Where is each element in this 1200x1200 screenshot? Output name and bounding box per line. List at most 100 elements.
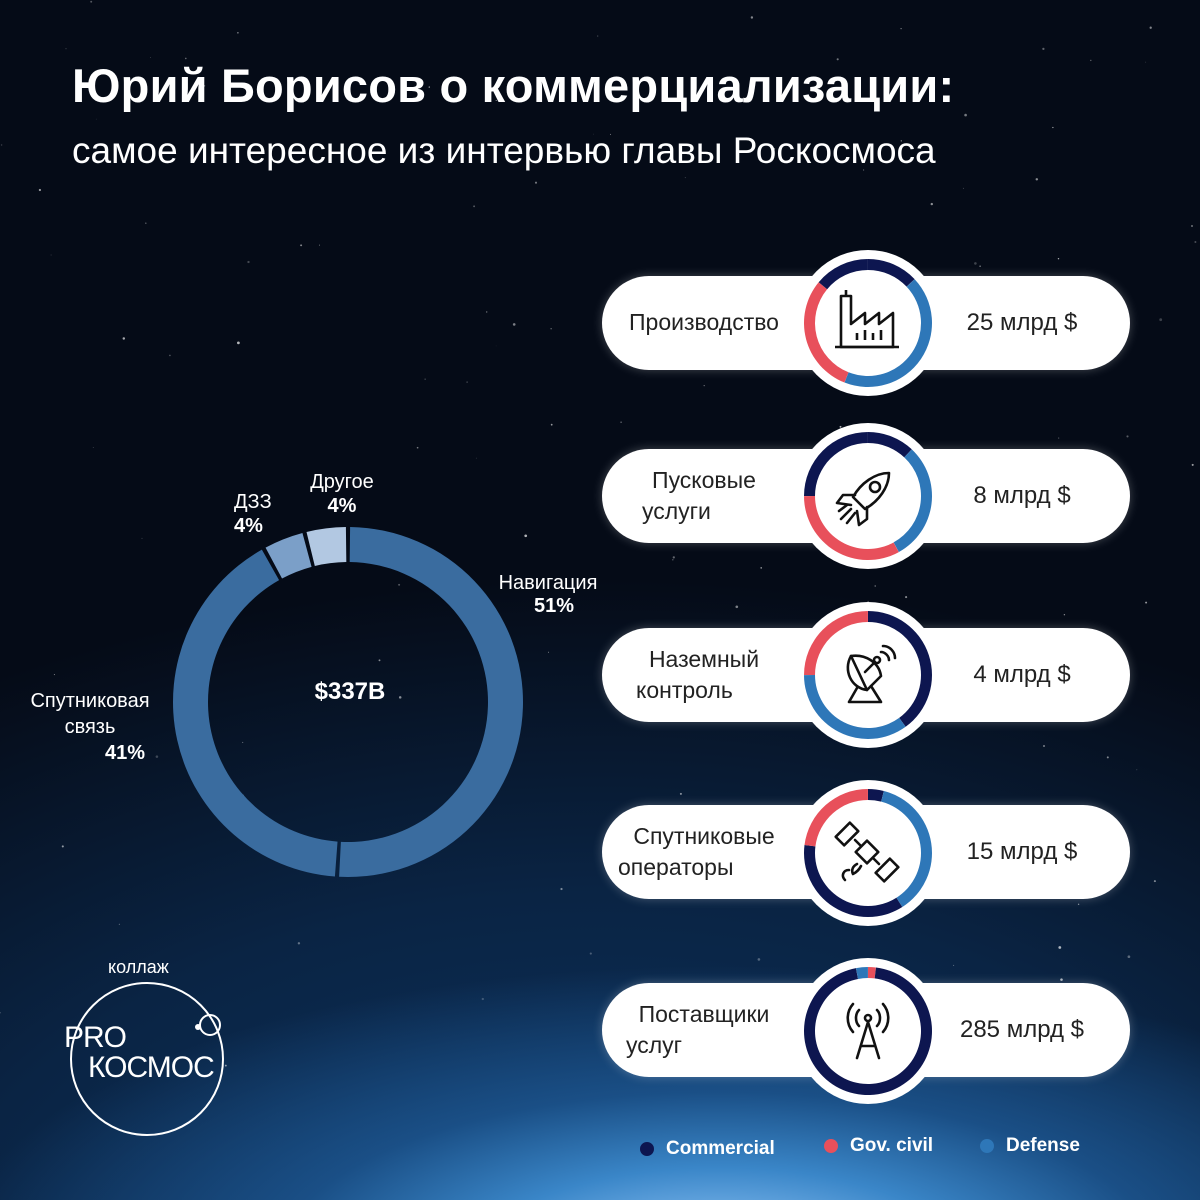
star (1035, 178, 1039, 181)
star (974, 262, 977, 265)
ring-segment-1 (844, 279, 932, 387)
star (550, 423, 553, 426)
star (1127, 955, 1131, 959)
star (61, 845, 64, 848)
logo-line-2: КОСМОС (88, 1051, 215, 1084)
sector-ring-launch (795, 423, 941, 569)
ring-segment-1 (881, 791, 932, 908)
star (672, 556, 675, 559)
sector-name-line: Наземный (648, 645, 760, 672)
star (145, 222, 147, 224)
star (0, 144, 3, 146)
star (703, 384, 705, 387)
sector-name: Спутниковые операторы (606, 805, 802, 899)
star (1153, 880, 1156, 883)
prokosmos-logo (70, 982, 224, 1136)
star (979, 265, 981, 267)
star (473, 205, 476, 208)
legend-item-gov-civil: Gov. civil (824, 1135, 933, 1157)
legend-label: Defense (1006, 1135, 1080, 1156)
sector-name-line: операторы (618, 854, 734, 880)
factory-icon (835, 290, 899, 349)
star (735, 605, 739, 609)
ring-segment-0 (868, 611, 932, 727)
slice-label-navigation: Навигация 51% (488, 572, 608, 618)
star (1106, 756, 1109, 759)
ring-segment-2 (804, 496, 899, 560)
star (1052, 126, 1054, 129)
star (300, 244, 303, 247)
star (964, 113, 967, 117)
star (760, 567, 763, 569)
ring-segment-3 (804, 789, 868, 847)
star (962, 187, 964, 189)
ring-segment-3 (818, 259, 868, 290)
star (863, 169, 865, 171)
legend-item-commercial: Commercial (640, 1138, 775, 1160)
star (318, 244, 321, 246)
star (155, 755, 159, 758)
sector-name-line: Производство (629, 309, 779, 336)
star (679, 792, 682, 795)
star (0, 1012, 1, 1014)
donut-center-total: $337B (314, 678, 386, 705)
star (141, 537, 143, 539)
star (38, 188, 42, 192)
slice-label-other: Другое 4% (302, 470, 382, 518)
star (900, 27, 902, 30)
sector-value: 25 млрд $ (966, 309, 1078, 336)
star (118, 923, 120, 925)
ring-segment-0 (868, 259, 915, 287)
star (237, 31, 239, 34)
star (1090, 59, 1092, 62)
rocket-icon (835, 471, 891, 527)
star (1058, 437, 1060, 439)
star (1191, 463, 1194, 466)
star (589, 952, 592, 955)
sector-ring-services (795, 958, 941, 1104)
legend-label: Commercial (666, 1138, 775, 1159)
star (398, 583, 401, 586)
star (836, 58, 839, 61)
sector-name: Наземный контроль (606, 628, 802, 722)
sector-value: 8 млрд $ (973, 482, 1071, 509)
star (1136, 769, 1138, 771)
sector-value: 4 млрд $ (973, 661, 1071, 688)
slice-percent-navigation: 51% (533, 595, 575, 617)
slice-name-navigation: Навигация (498, 572, 598, 594)
star (609, 133, 612, 135)
star (1042, 47, 1045, 51)
sector-value: 285 млрд $ (959, 1016, 1085, 1043)
star (953, 964, 955, 966)
slice-name-satcom: Спутниковая связь (30, 690, 150, 738)
star (1190, 224, 1194, 228)
sector-name: Производство (606, 276, 802, 370)
star (620, 421, 622, 424)
logo-text: PRO КОСМОС (64, 1023, 215, 1084)
star (1057, 257, 1060, 260)
star (512, 323, 516, 326)
ring-segment-2 (804, 845, 903, 917)
star (108, 696, 111, 699)
page-subtitle: самое интересное из интервью главы Роско… (72, 130, 936, 171)
ring-segment-2 (804, 282, 849, 383)
star (757, 958, 761, 961)
legend-dot (640, 1142, 654, 1156)
star (750, 16, 754, 19)
star (900, 140, 902, 142)
star (122, 337, 126, 340)
star (242, 794, 244, 796)
star (524, 534, 528, 538)
page-title: Юрий Борисов о коммерциализации: (72, 59, 955, 112)
ring-segment-0 (868, 967, 876, 979)
star (424, 378, 426, 380)
star (495, 99, 497, 102)
star (874, 585, 876, 587)
star (50, 254, 52, 256)
star (495, 345, 497, 347)
sector-name-line: Поставщики (638, 1000, 770, 1027)
star (1063, 614, 1066, 616)
slice-label-satcom: Спутниковая связь 41% (20, 688, 160, 766)
star (1145, 601, 1148, 604)
